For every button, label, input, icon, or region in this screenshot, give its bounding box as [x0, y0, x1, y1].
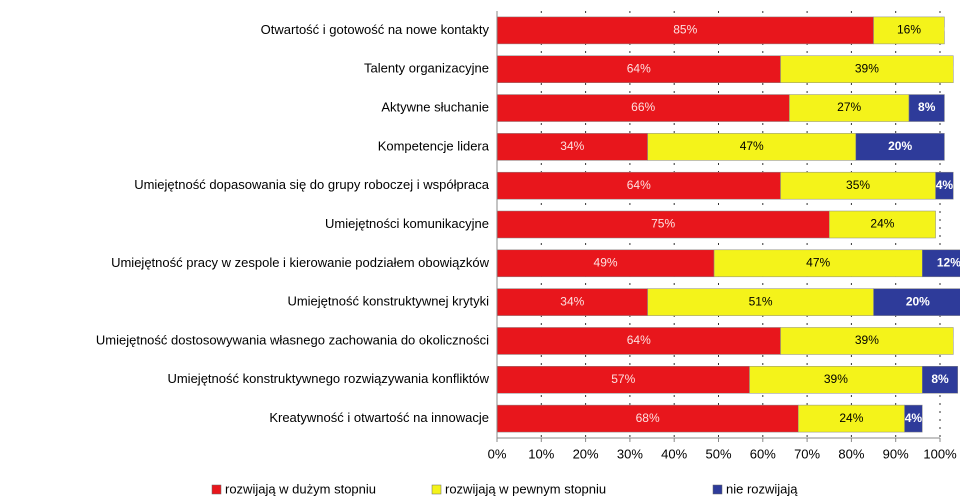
bar-segment: [496, 55, 781, 83]
data-label: 24%: [870, 217, 894, 231]
x-tick-label: 80%: [838, 446, 864, 461]
x-tick-label: 30%: [617, 446, 643, 461]
x-tick-label: 50%: [705, 446, 731, 461]
y-tick-label: Umiejętność dopasowania się do grupy rob…: [134, 177, 490, 192]
data-label: 12%: [937, 255, 960, 269]
x-tick-label: 90%: [883, 446, 909, 461]
x-tick-label: 70%: [794, 446, 820, 461]
bar-segment: [496, 288, 648, 316]
data-label: 57%: [611, 372, 635, 386]
bar-segment: [789, 94, 910, 122]
y-tick-label: Umiejętności komunikacyjne: [325, 216, 489, 231]
legend-swatch: [431, 484, 442, 495]
data-label: 64%: [627, 178, 651, 192]
y-tick-label: Otwartość i gotowość na nowe kontakty: [261, 22, 490, 37]
bar-segment: [797, 404, 905, 433]
data-label: 39%: [855, 61, 879, 75]
y-tick-label: Kompetencje lidera: [378, 138, 490, 153]
data-label: 85%: [673, 23, 697, 37]
x-tick-label: 20%: [573, 446, 599, 461]
data-label: 4%: [936, 178, 954, 192]
bar-segment: [496, 249, 715, 278]
bar-segment: [780, 55, 954, 83]
bar-segment: [780, 171, 936, 200]
bar-segment: [749, 366, 923, 394]
y-tick-label: Umiejętność konstruktywnej krytyki: [287, 294, 489, 309]
bar-segment: [647, 288, 874, 316]
data-label: 0: [944, 23, 951, 37]
data-label: 39%: [824, 372, 848, 386]
data-label: 24%: [839, 411, 863, 425]
data-label: 64%: [627, 61, 651, 75]
bar-segment: [647, 133, 857, 161]
bar-segment: [496, 210, 830, 239]
data-label: 66%: [631, 100, 655, 114]
legend-text: nie rozwijają: [726, 481, 798, 496]
x-tick-label: 10%: [528, 446, 554, 461]
data-label: 8%: [931, 372, 949, 386]
bar-segment: [780, 327, 954, 355]
bar-segment: [496, 16, 874, 45]
bar-segment: [922, 249, 960, 278]
x-tick-label: 40%: [661, 446, 687, 461]
bar-segment: [496, 327, 781, 355]
legend-text: rozwijają w dużym stopniu: [225, 481, 376, 496]
bar-segment: [873, 288, 960, 316]
data-label: 47%: [806, 255, 830, 269]
data-label: 34%: [560, 294, 584, 308]
data-label: 35%: [846, 178, 870, 192]
bar-segment: [873, 16, 945, 45]
data-label: 16%: [897, 23, 921, 37]
legend-swatch: [211, 484, 222, 495]
y-tick-label: Talenty organizacyjne: [364, 61, 489, 76]
data-label: 20%: [888, 139, 912, 153]
y-tick-label: Umiejętność dostosowywania własnego zach…: [96, 332, 489, 347]
y-tick-label: Kreatywność i otwartość na innowacje: [269, 410, 489, 425]
y-tick-label: Aktywne słuchanie: [381, 99, 489, 114]
legend-swatch: [712, 484, 723, 495]
legend-text: rozwijają w pewnym stopniu: [445, 481, 606, 496]
bar-segment: [908, 94, 945, 122]
y-tick-label: Umiejętność pracy w zespole i kierowanie…: [111, 255, 490, 270]
x-tick-label: 0%: [488, 446, 507, 461]
x-tick-label: 100%: [923, 446, 957, 461]
data-label: 75%: [651, 217, 675, 231]
data-label: 4%: [905, 411, 923, 425]
data-label: 27%: [837, 100, 861, 114]
bar-segment: [713, 249, 923, 278]
bar-segment: [935, 171, 954, 200]
bar-segment: [496, 366, 750, 394]
data-label: 49%: [594, 255, 618, 269]
data-label: 47%: [740, 139, 764, 153]
bar-segment: [904, 404, 923, 433]
bar-segment: [496, 404, 799, 433]
data-label: 0: [953, 61, 960, 75]
data-label: 68%: [636, 411, 660, 425]
bar-segment: [496, 94, 790, 122]
data-label: 39%: [855, 333, 879, 347]
bar-segment: [922, 366, 958, 394]
data-label: 0: [953, 333, 960, 347]
x-tick-label: 60%: [750, 446, 776, 461]
data-label: 34%: [560, 139, 584, 153]
y-tick-label: Umiejętność konstruktywnego rozwiązywani…: [167, 371, 489, 386]
data-label: 8%: [918, 100, 936, 114]
data-label: 64%: [627, 333, 651, 347]
data-label: 20%: [906, 294, 930, 308]
bar-segment: [829, 210, 936, 239]
data-label: 51%: [749, 294, 773, 308]
bar-segment: [855, 133, 945, 161]
